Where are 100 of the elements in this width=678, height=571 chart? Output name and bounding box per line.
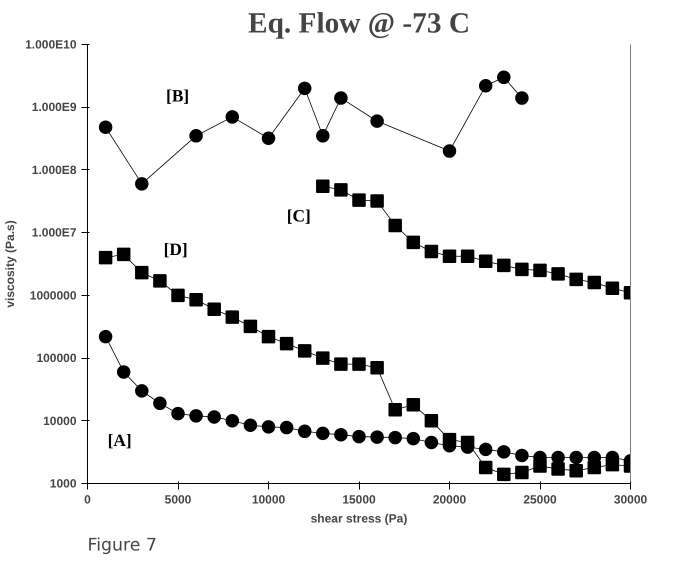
x-tick-label: 5000 xyxy=(164,492,192,506)
point xyxy=(406,236,420,250)
point xyxy=(226,110,240,124)
chart-title: Eq. Flow @ -73 C xyxy=(248,8,470,40)
series-label: [B] xyxy=(166,86,190,106)
point xyxy=(153,396,167,410)
x-tick-label: 20000 xyxy=(432,492,467,506)
point xyxy=(424,244,438,258)
point xyxy=(515,262,529,276)
point xyxy=(388,402,402,416)
point xyxy=(533,264,547,278)
point xyxy=(135,266,149,280)
x-tick-label: 25000 xyxy=(523,492,558,506)
y-tick-label: 10000 xyxy=(43,414,77,428)
x-tick-label: 0 xyxy=(84,492,92,506)
point xyxy=(262,420,276,434)
point xyxy=(298,82,312,96)
point xyxy=(207,302,221,316)
point xyxy=(189,409,203,423)
point xyxy=(569,450,583,464)
point xyxy=(478,460,492,474)
point xyxy=(298,424,312,438)
point xyxy=(424,414,438,428)
point xyxy=(280,420,294,434)
point xyxy=(406,432,420,446)
point xyxy=(352,357,366,371)
point xyxy=(460,250,474,264)
point xyxy=(116,365,130,379)
point xyxy=(588,276,602,290)
x-tick-label: 10000 xyxy=(252,492,286,506)
point xyxy=(116,248,130,262)
point xyxy=(497,258,511,272)
point xyxy=(298,344,312,358)
point xyxy=(352,430,366,444)
point xyxy=(606,281,620,295)
point xyxy=(370,114,384,128)
point xyxy=(334,428,348,442)
point xyxy=(189,293,203,307)
point xyxy=(478,79,492,92)
series-label: [D] xyxy=(164,240,188,260)
point xyxy=(98,330,112,344)
point xyxy=(189,129,203,143)
point xyxy=(98,120,112,134)
y-tick-label: 1.000E8 xyxy=(32,162,77,177)
point xyxy=(244,418,258,432)
point xyxy=(135,384,149,398)
series-label: [A] xyxy=(108,431,132,450)
point xyxy=(515,91,529,105)
point xyxy=(442,250,456,264)
point xyxy=(334,357,348,371)
point xyxy=(478,442,492,456)
point xyxy=(406,398,420,412)
point xyxy=(442,144,456,158)
point xyxy=(135,177,149,191)
point xyxy=(424,436,438,450)
y-tick-label: 1.000E9 xyxy=(32,100,77,114)
point xyxy=(388,430,402,444)
point xyxy=(497,468,511,482)
point xyxy=(334,91,348,105)
point xyxy=(98,250,112,264)
point xyxy=(244,320,258,334)
point xyxy=(515,448,529,462)
point xyxy=(569,464,583,478)
point xyxy=(153,274,167,288)
point xyxy=(280,336,294,350)
point xyxy=(262,132,276,145)
point xyxy=(497,445,511,459)
point xyxy=(171,288,185,302)
point xyxy=(226,310,240,324)
point xyxy=(569,272,583,286)
y-tick-label: 1.000E7 xyxy=(32,226,77,240)
point xyxy=(497,70,511,84)
point xyxy=(370,361,384,375)
point xyxy=(226,414,240,428)
point xyxy=(551,267,565,281)
series-label: [C] xyxy=(286,206,311,226)
point xyxy=(334,183,348,197)
point xyxy=(316,351,330,365)
y-axis-title: viscosity (Pa.s) xyxy=(3,220,18,308)
point xyxy=(388,218,402,232)
x-tick-label: 30000 xyxy=(614,492,648,506)
point xyxy=(515,466,529,480)
point xyxy=(370,194,384,208)
y-tick-label: 1.000E10 xyxy=(25,38,77,52)
y-tick-label: 1000000 xyxy=(30,288,77,302)
x-axis-title: shear stress (Pa) xyxy=(310,512,408,526)
point xyxy=(207,410,221,424)
point xyxy=(352,193,366,207)
point xyxy=(370,430,384,444)
point xyxy=(478,254,492,268)
point xyxy=(262,330,276,344)
point xyxy=(551,462,565,476)
point xyxy=(316,179,330,193)
x-tick-label: 15000 xyxy=(342,492,376,506)
point xyxy=(551,450,565,464)
point xyxy=(316,129,330,143)
point xyxy=(316,426,330,440)
y-tick-label: 1000 xyxy=(50,476,77,490)
caption: Figure 7 xyxy=(88,536,157,556)
point xyxy=(171,406,185,420)
